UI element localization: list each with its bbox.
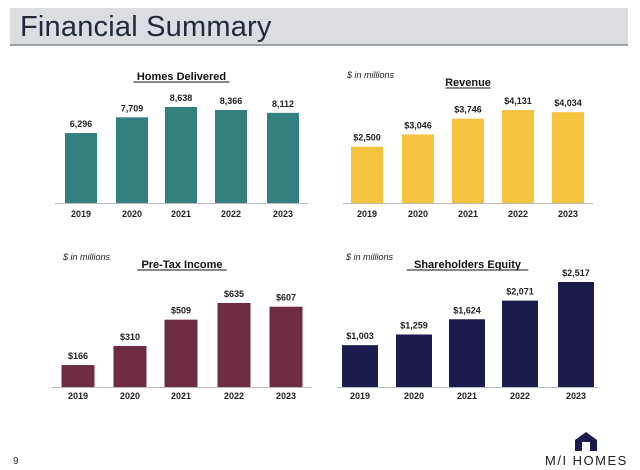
x-tick-label: 2022	[221, 209, 241, 219]
page-title: Financial Summary	[20, 11, 272, 43]
brand-logo-text: M/I HOMES	[545, 453, 628, 468]
bar	[217, 303, 251, 387]
bar	[65, 133, 97, 203]
x-tick-label: 2019	[357, 209, 377, 219]
chart-title: Homes Delivered	[137, 71, 226, 83]
data-label: $2,500	[353, 133, 381, 143]
x-tick-label: 2020	[408, 209, 428, 219]
bar	[164, 319, 198, 387]
bar	[502, 110, 534, 203]
data-label: $1,259	[400, 320, 428, 330]
x-tick-label: 2022	[510, 391, 530, 401]
x-tick-label: 2019	[68, 391, 88, 401]
x-tick-label: 2021	[457, 391, 477, 401]
data-label: $4,131	[504, 96, 532, 106]
data-label: $1,003	[346, 331, 374, 341]
chart-title: Shareholders Equity	[414, 259, 522, 271]
chart-title: Pre-Tax Income	[141, 259, 222, 271]
x-tick-label: 2023	[276, 391, 296, 401]
bar	[402, 134, 434, 203]
x-tick-label: 2022	[224, 391, 244, 401]
title-bar: Financial Summary	[10, 8, 628, 46]
data-label: $2,071	[506, 287, 534, 297]
x-tick-label: 2021	[171, 391, 191, 401]
bar	[269, 306, 303, 387]
bar	[351, 146, 383, 203]
data-label: 8,638	[170, 93, 193, 103]
x-tick-label: 2020	[122, 209, 142, 219]
x-tick-label: 2019	[71, 209, 91, 219]
data-label: $3,746	[454, 105, 482, 115]
data-label: $635	[224, 289, 244, 299]
x-tick-label: 2023	[566, 391, 586, 401]
data-label: $166	[68, 351, 88, 361]
bar	[116, 117, 148, 203]
house-logo-icon	[575, 432, 597, 451]
bar	[449, 319, 485, 387]
data-label: $3,046	[404, 120, 432, 130]
bar	[113, 345, 147, 387]
data-label: $1,624	[453, 305, 481, 315]
x-tick-label: 2021	[171, 209, 191, 219]
page-number: 9	[13, 456, 19, 467]
x-tick-label: 2023	[558, 209, 578, 219]
chart-title: Revenue	[445, 77, 491, 89]
bar	[61, 365, 95, 387]
bar	[558, 282, 594, 387]
data-label: $607	[276, 293, 296, 303]
x-tick-label: 2020	[404, 391, 424, 401]
bar	[165, 107, 197, 203]
bar	[552, 112, 584, 203]
x-tick-label: 2023	[273, 209, 293, 219]
data-label: 8,112	[272, 99, 294, 109]
bar	[396, 334, 432, 387]
data-label: 7,709	[121, 103, 144, 113]
data-label: $2,517	[562, 268, 590, 278]
data-label: $509	[171, 306, 191, 316]
data-label: $310	[120, 332, 140, 342]
data-label: 8,366	[220, 96, 243, 106]
bar	[342, 345, 378, 387]
bar	[452, 118, 484, 203]
x-tick-label: 2021	[458, 209, 478, 219]
data-label: 6,296	[70, 119, 93, 129]
data-label: $4,034	[554, 98, 582, 108]
bar	[502, 300, 538, 387]
x-tick-label: 2019	[350, 391, 370, 401]
bar	[215, 110, 247, 203]
chart-subtitle: $ in millions	[345, 252, 394, 262]
chart-subtitle: $ in millions	[62, 252, 111, 262]
bar	[267, 112, 299, 203]
chart-subtitle: $ in millions	[346, 70, 395, 80]
x-tick-label: 2022	[508, 209, 528, 219]
x-tick-label: 2020	[120, 391, 140, 401]
